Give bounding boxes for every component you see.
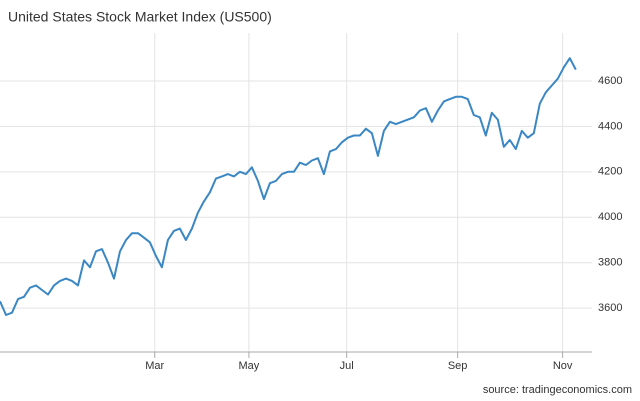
y-tick-label: 4200: [598, 166, 622, 178]
y-tick-label: 4000: [598, 211, 622, 223]
chart-title: United States Stock Market Index (US500): [8, 9, 272, 25]
x-tick-label: Sep: [448, 360, 468, 372]
y-tick-label: 4400: [598, 120, 622, 132]
y-tick-label: 3800: [598, 257, 622, 269]
x-tick-label: Nov: [553, 360, 573, 372]
source-note: source: tradingeconomics.com: [483, 384, 632, 396]
y-tick-label: 4600: [598, 75, 622, 87]
x-tick-label: Jul: [340, 360, 354, 372]
x-tick-label: Mar: [145, 360, 164, 372]
price-line: [0, 57, 577, 316]
x-tick-label: May: [239, 360, 260, 372]
y-tick-label: 3600: [598, 302, 622, 314]
